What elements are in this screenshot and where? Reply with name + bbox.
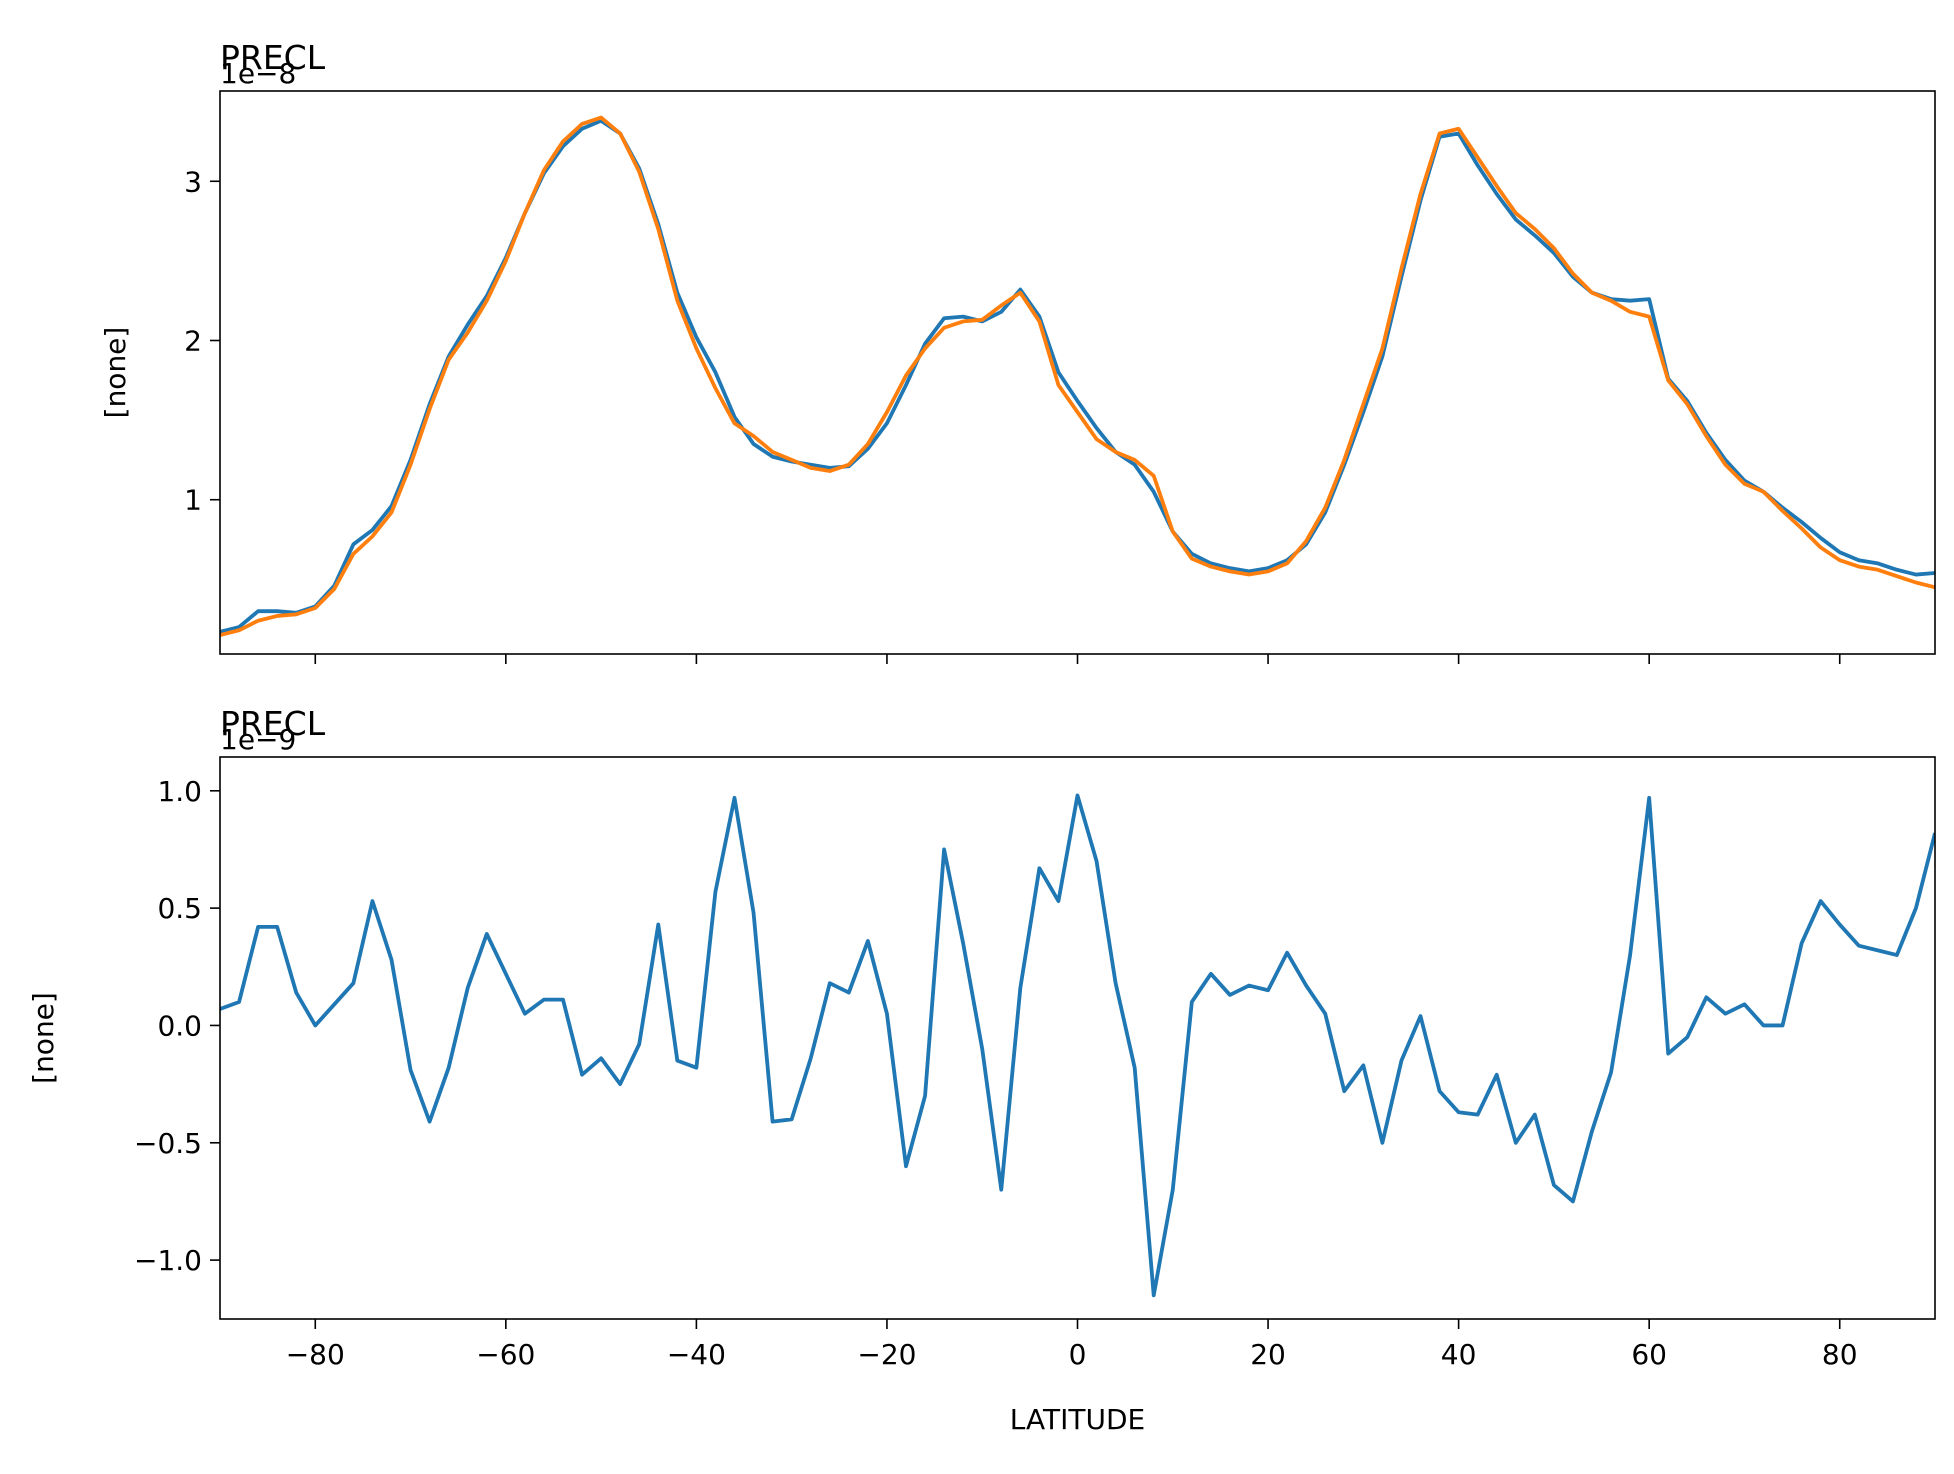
x-tick-label: 80 — [1822, 1338, 1858, 1371]
x-tick-label: 0 — [1069, 1338, 1087, 1371]
y-tick-label: 3 — [184, 165, 202, 198]
x-tick-label: −40 — [667, 1338, 726, 1371]
y-tick-label: 0.5 — [157, 892, 202, 925]
x-tick-label: 20 — [1250, 1338, 1286, 1371]
x-tick-label: −60 — [476, 1338, 535, 1371]
x-tick-label: −20 — [857, 1338, 916, 1371]
y-tick-label: −0.5 — [134, 1127, 202, 1160]
axes-title: PRECL — [220, 38, 326, 77]
x-axis-label: LATITUDE — [1010, 1403, 1145, 1436]
y-axis-label: [none] — [99, 327, 132, 419]
data-line — [220, 793, 1935, 1298]
y-tick-label: 1.0 — [157, 775, 202, 808]
x-tick-label: 60 — [1631, 1338, 1667, 1371]
y-tick-label: 2 — [184, 324, 202, 357]
y-axis-label: [none] — [27, 992, 60, 1084]
data-line — [220, 115, 1935, 637]
x-tick-label: −80 — [286, 1338, 345, 1371]
y-tick-label: 1 — [184, 484, 202, 517]
y-tick-label: 0.0 — [157, 1009, 202, 1042]
offset-text: 1e−8 — [220, 57, 296, 90]
y-tick-label: −1.0 — [134, 1244, 202, 1277]
axes-frame — [219, 756, 1936, 1320]
axes-frame — [219, 90, 1936, 655]
offset-text: 1e−9 — [220, 723, 296, 756]
data-line — [220, 118, 1935, 634]
axes-title: PRECL — [220, 704, 326, 743]
x-tick-label: 40 — [1441, 1338, 1477, 1371]
